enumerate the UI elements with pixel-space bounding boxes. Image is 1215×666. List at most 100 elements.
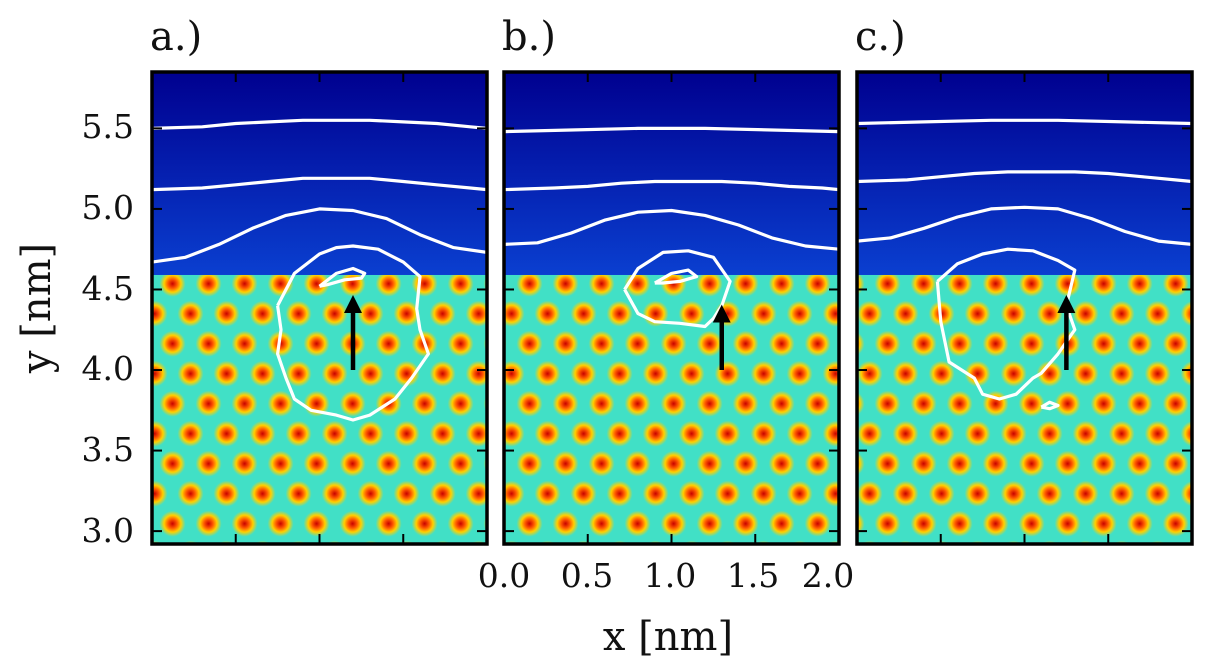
lattice-peak bbox=[303, 330, 330, 357]
lattice-peak bbox=[1162, 450, 1189, 477]
panel-label-c: c.) bbox=[855, 14, 906, 60]
lattice-peak bbox=[606, 480, 633, 507]
lattice-peak bbox=[1126, 450, 1153, 477]
lattice-peak bbox=[339, 390, 366, 417]
lattice-peak bbox=[465, 360, 487, 387]
lattice-peak bbox=[339, 510, 366, 537]
lattice-peak bbox=[231, 450, 258, 477]
lattice-peak bbox=[1054, 390, 1081, 417]
lattice-peak bbox=[768, 510, 795, 537]
lattice-peak bbox=[570, 420, 597, 447]
contour-line bbox=[935, 247, 1077, 401]
lattice-peak bbox=[946, 450, 973, 477]
lattice-peak bbox=[504, 480, 525, 507]
lattice-peak bbox=[195, 450, 222, 477]
lattice-peak bbox=[321, 480, 348, 507]
lattice-peak bbox=[964, 300, 991, 327]
lattice-peak bbox=[1090, 330, 1117, 357]
lattice-peak bbox=[946, 330, 973, 357]
lattice-peak bbox=[213, 360, 240, 387]
lattice-peak bbox=[552, 270, 579, 297]
lattice-peak bbox=[642, 360, 669, 387]
lattice-peak bbox=[1072, 420, 1099, 447]
lattice-peak bbox=[393, 420, 420, 447]
lattice-peak bbox=[534, 300, 561, 327]
lattice-peak bbox=[857, 420, 883, 447]
y-tick-label: 4.5 bbox=[82, 269, 134, 308]
lattice-peak bbox=[552, 450, 579, 477]
lattice-peak bbox=[696, 450, 723, 477]
lattice-peak bbox=[429, 420, 456, 447]
lattice-peak bbox=[357, 300, 384, 327]
lattice-peak bbox=[1000, 360, 1027, 387]
lattice-peak bbox=[1199, 271, 1215, 297]
lattice-peak bbox=[910, 510, 937, 537]
lattice-peak bbox=[1108, 360, 1135, 387]
lattice-peak bbox=[303, 510, 330, 537]
panel-label-a: a.) bbox=[150, 14, 202, 60]
lattice-peak bbox=[285, 480, 312, 507]
lattice-peak bbox=[750, 360, 777, 387]
x-axis-label: x [nm] bbox=[603, 614, 733, 660]
lattice-peak bbox=[447, 510, 474, 537]
lattice-peak bbox=[768, 390, 795, 417]
lattice-peak bbox=[552, 330, 579, 357]
contour-line bbox=[152, 207, 487, 264]
lattice-peak bbox=[1036, 300, 1063, 327]
lattice-peak bbox=[732, 450, 759, 477]
lattice-peak bbox=[1108, 480, 1135, 507]
lattice-peak bbox=[411, 450, 438, 477]
lattice-peak bbox=[804, 270, 831, 297]
lattice-peak bbox=[786, 480, 813, 507]
lattice-peak bbox=[678, 420, 705, 447]
lattice-peak bbox=[660, 390, 687, 417]
lattice-peak bbox=[159, 270, 186, 297]
lattice-peak bbox=[874, 510, 901, 537]
lattice-peak bbox=[375, 510, 402, 537]
lattice-peak bbox=[964, 360, 991, 387]
lattice-peak bbox=[285, 420, 312, 447]
lattice-peak bbox=[321, 300, 348, 327]
lattice-peak bbox=[159, 330, 186, 357]
lattice-peak bbox=[822, 480, 839, 507]
lattice-peak bbox=[1126, 330, 1153, 357]
lattice-peak bbox=[1090, 450, 1117, 477]
lattice-peak bbox=[1180, 480, 1192, 507]
lattice-peak bbox=[1199, 391, 1215, 417]
lattice-peak bbox=[504, 300, 525, 327]
lattice-peak bbox=[465, 300, 487, 327]
lattice-peak bbox=[1018, 330, 1045, 357]
lattice-peak bbox=[534, 360, 561, 387]
panel-a bbox=[152, 72, 487, 544]
lattice-peak bbox=[267, 450, 294, 477]
lattice-peak bbox=[231, 270, 258, 297]
lattice-peak bbox=[1162, 390, 1189, 417]
lattice-peak bbox=[750, 420, 777, 447]
lattice-peak bbox=[152, 360, 168, 387]
liquid-region bbox=[504, 72, 839, 275]
lattice-peak bbox=[642, 420, 669, 447]
lattice-peak bbox=[678, 360, 705, 387]
lattice-peak bbox=[1000, 300, 1027, 327]
lattice-peak bbox=[1072, 480, 1099, 507]
lattice-peak bbox=[504, 420, 525, 447]
lattice-peak bbox=[1000, 480, 1027, 507]
lattice-peak bbox=[152, 480, 168, 507]
lattice-peak bbox=[804, 510, 831, 537]
lattice-peak bbox=[624, 390, 651, 417]
contour-line bbox=[857, 205, 1192, 246]
lattice-peak bbox=[874, 390, 901, 417]
lattice-peak bbox=[393, 360, 420, 387]
lattice-peak bbox=[982, 330, 1009, 357]
lattice-peak bbox=[1018, 510, 1045, 537]
lattice-peak bbox=[768, 270, 795, 297]
lattice-peak bbox=[624, 450, 651, 477]
panel-label-b: b.) bbox=[502, 14, 556, 60]
lattice-peak bbox=[660, 510, 687, 537]
lattice-peak bbox=[822, 360, 839, 387]
lattice-peak bbox=[892, 360, 919, 387]
lattice-peak bbox=[303, 450, 330, 477]
panels-group bbox=[150, 70, 1215, 546]
lattice-peak bbox=[910, 390, 937, 417]
